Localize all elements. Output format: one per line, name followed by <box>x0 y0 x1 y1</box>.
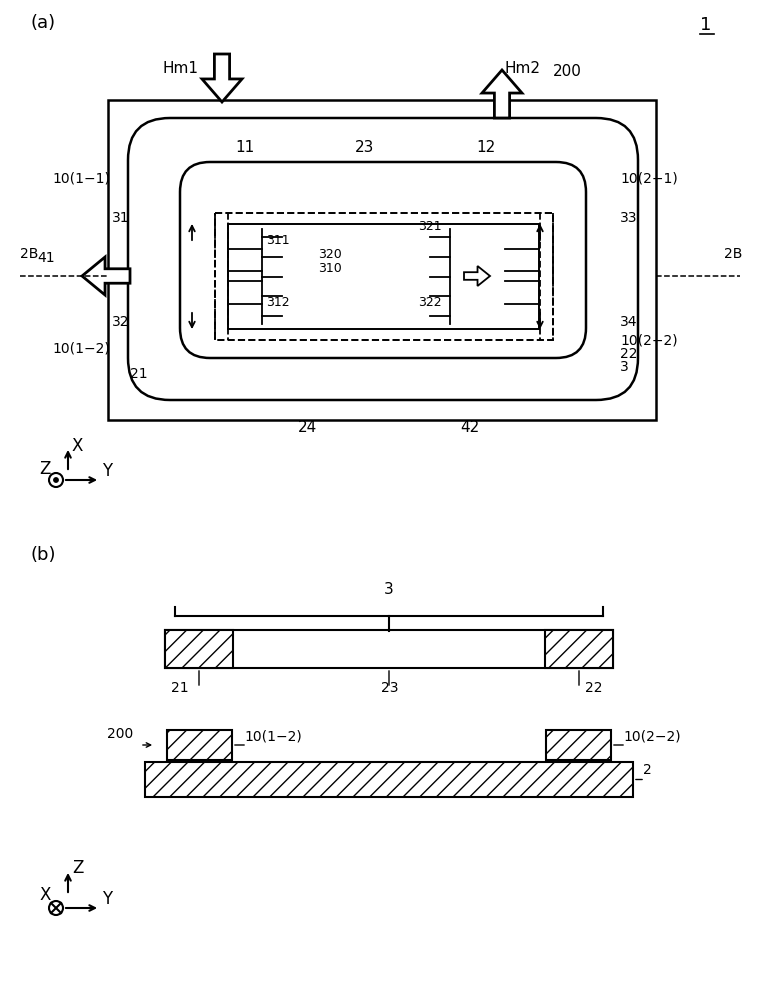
Text: 320: 320 <box>318 248 342 261</box>
Text: 2: 2 <box>643 764 651 778</box>
Text: 2B: 2B <box>724 247 742 261</box>
Text: 10(2−2): 10(2−2) <box>620 334 678 348</box>
Text: (b): (b) <box>30 546 56 564</box>
Text: 3: 3 <box>384 582 394 597</box>
Circle shape <box>54 478 58 482</box>
Text: Y: Y <box>102 890 112 908</box>
Text: 22: 22 <box>620 347 638 361</box>
Text: 200: 200 <box>553 64 582 79</box>
Text: Hm1: Hm1 <box>162 61 198 76</box>
Text: 10(1−1): 10(1−1) <box>52 171 110 185</box>
Text: 322: 322 <box>418 296 442 309</box>
Text: 42: 42 <box>460 420 480 435</box>
Text: (a): (a) <box>30 14 55 32</box>
Polygon shape <box>482 70 522 118</box>
Polygon shape <box>464 266 490 286</box>
Bar <box>108 100 656 420</box>
Text: 10(2−2): 10(2−2) <box>623 729 681 743</box>
Bar <box>167 730 232 760</box>
Text: 11: 11 <box>235 140 254 155</box>
Text: 10(1−2): 10(1−2) <box>244 729 301 743</box>
Text: 21: 21 <box>130 367 147 381</box>
Text: Y: Y <box>102 462 112 480</box>
Polygon shape <box>202 54 242 102</box>
Text: 23: 23 <box>381 681 399 695</box>
Text: X: X <box>39 886 50 904</box>
Text: 312: 312 <box>266 296 290 309</box>
Text: 311: 311 <box>266 234 290 247</box>
Text: 200: 200 <box>107 727 133 741</box>
Text: 2B: 2B <box>20 247 39 261</box>
Text: 41: 41 <box>37 251 55 265</box>
Text: 3: 3 <box>620 360 628 374</box>
Bar <box>228 224 539 329</box>
Text: 10(2−1): 10(2−1) <box>620 171 678 185</box>
Text: 22: 22 <box>585 681 602 695</box>
Text: 24: 24 <box>298 420 317 435</box>
Bar <box>215 213 553 340</box>
FancyBboxPatch shape <box>180 162 586 358</box>
Text: 33: 33 <box>620 211 638 225</box>
Text: X: X <box>72 437 83 455</box>
Bar <box>546 730 611 760</box>
Bar <box>145 762 633 797</box>
Bar <box>165 630 233 668</box>
Text: 34: 34 <box>620 315 638 329</box>
Text: 310: 310 <box>318 262 342 275</box>
Text: 31: 31 <box>112 211 130 225</box>
Text: Hm2: Hm2 <box>504 61 540 76</box>
Text: 21: 21 <box>171 681 189 695</box>
FancyBboxPatch shape <box>128 118 638 400</box>
Text: 12: 12 <box>476 140 495 155</box>
Text: 23: 23 <box>355 140 375 155</box>
Bar <box>165 630 613 668</box>
Text: 10(1−2): 10(1−2) <box>52 341 109 355</box>
Text: Z: Z <box>72 859 83 877</box>
Text: 321: 321 <box>418 220 442 233</box>
Text: 1: 1 <box>700 16 712 34</box>
Bar <box>545 630 613 668</box>
Polygon shape <box>82 257 130 295</box>
Text: 32: 32 <box>112 315 130 329</box>
Text: Z: Z <box>39 460 50 478</box>
